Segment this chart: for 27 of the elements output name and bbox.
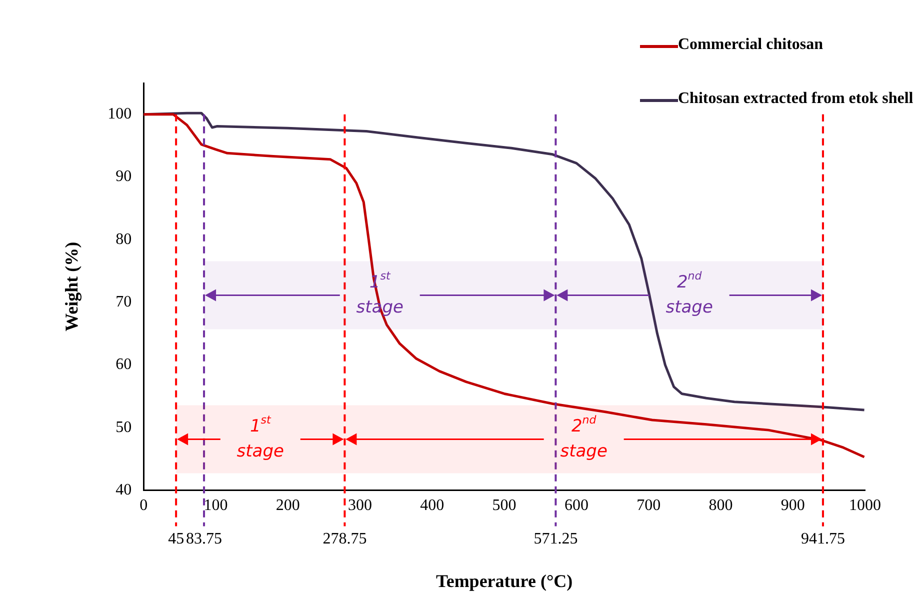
x-tick-label: 700: [636, 497, 661, 514]
y-tick-label: 50: [116, 418, 132, 436]
x-tick-label: 400: [420, 497, 444, 514]
legend-label: Commercial chitosan: [678, 36, 824, 54]
y-tick-label: 90: [116, 168, 132, 186]
x-tick-label: 300: [348, 497, 372, 514]
y-tick-label: 70: [116, 293, 132, 310]
ref-line-label: 941.75: [800, 530, 845, 548]
x-tick-label: 600: [564, 497, 588, 514]
x-tick-label: 500: [492, 497, 516, 514]
ref-line-label: 45: [168, 530, 184, 548]
x-tick-label: 900: [780, 497, 805, 514]
y-tick-label: 40: [116, 481, 132, 498]
x-tick-label: 0: [140, 497, 148, 514]
x-axis-title: Temperature (°C): [436, 570, 573, 591]
x-tick-label: 100: [204, 497, 228, 514]
ref-line-label: 571.25: [534, 530, 578, 548]
x-tick-label: 800: [708, 497, 733, 514]
y-tick-label: 100: [108, 106, 132, 123]
ref-line-label: 83.75: [186, 530, 222, 548]
y-tick-label: 60: [116, 356, 132, 374]
x-tick-label: 1000: [849, 497, 881, 514]
y-axis-title: Weight (%): [61, 242, 82, 332]
x-tick-label: 200: [276, 497, 300, 514]
legend-label: Chitosan extracted from etok shell: [678, 90, 914, 108]
ref-line-label: 278.75: [322, 530, 367, 548]
y-tick-label: 80: [116, 230, 132, 248]
